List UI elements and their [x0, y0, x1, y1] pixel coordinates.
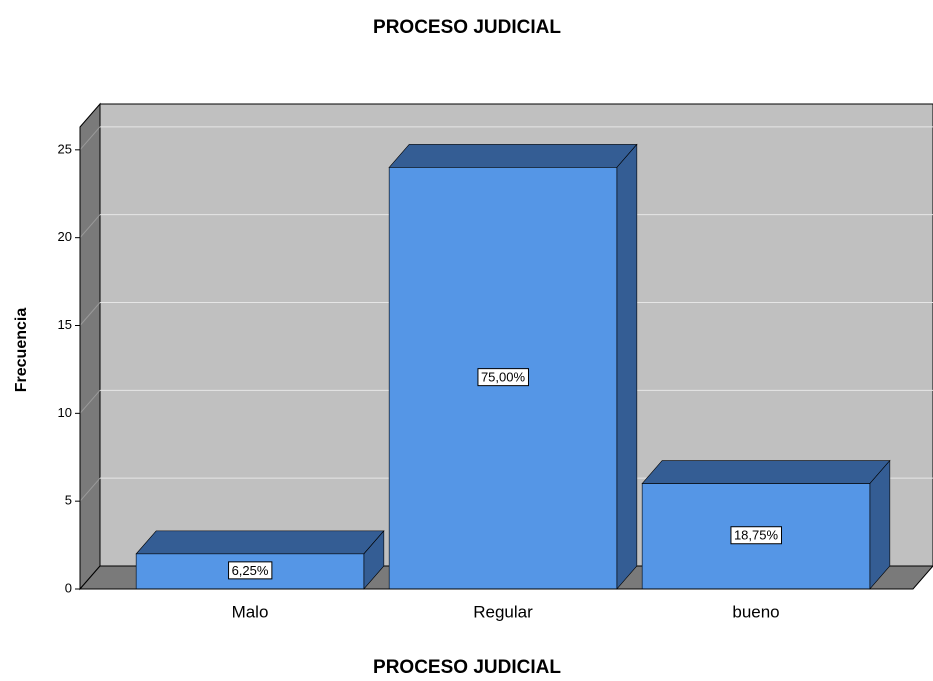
- bar: [641, 459, 891, 590]
- x-axis-title: PROCESO JUDICIAL: [373, 657, 561, 678]
- grid-line: [79, 390, 101, 414]
- value-label: 75,00%: [481, 370, 526, 385]
- value-label: 6,25%: [232, 563, 269, 578]
- y-tick-label: 25: [58, 141, 72, 156]
- grid-line: [79, 214, 101, 238]
- bar-side: [869, 459, 891, 590]
- y-axis-title: Frecuencia: [13, 308, 30, 393]
- value-label: 18,75%: [734, 528, 779, 543]
- bar: [388, 143, 638, 590]
- x-tick-label: Malo: [232, 602, 269, 621]
- grid-line: [79, 126, 101, 151]
- y-tick-label: 10: [58, 405, 72, 420]
- bar-side: [616, 143, 638, 590]
- bar-top: [135, 530, 385, 555]
- x-tick-label: bueno: [732, 602, 779, 621]
- y-tick-label: 5: [65, 493, 72, 508]
- value-label-box: [477, 368, 529, 387]
- grid-line: [79, 302, 101, 326]
- bar-top: [388, 144, 638, 168]
- y-tick-label: 20: [58, 229, 72, 244]
- bar-top: [641, 460, 891, 484]
- grid-line: [79, 477, 101, 502]
- x-tick-label: Regular: [473, 602, 533, 621]
- bar: [135, 530, 385, 590]
- chart-title: PROCESO JUDICIAL: [373, 17, 561, 38]
- y-tick-label: 0: [65, 580, 72, 595]
- side-wall: [79, 102, 101, 591]
- value-label-box: [730, 526, 782, 545]
- y-tick-label: 15: [58, 317, 72, 332]
- value-label-box: [228, 561, 273, 580]
